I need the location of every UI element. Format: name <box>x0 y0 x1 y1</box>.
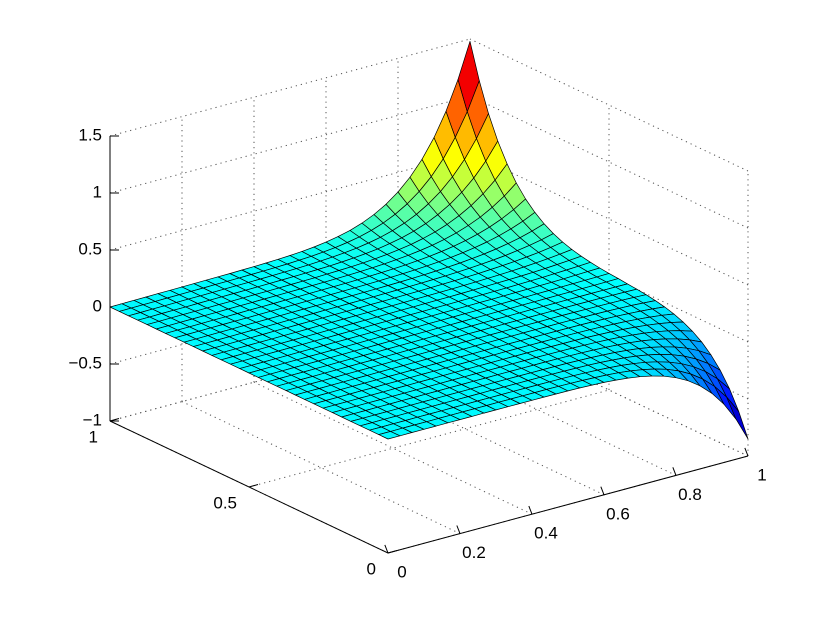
x-tick-label: 1 <box>757 465 766 484</box>
x-tick-label: 0.4 <box>534 524 558 543</box>
z-tick-label: −0.5 <box>68 353 102 372</box>
grid-line-backwall-z <box>109 38 471 137</box>
y-tick-label: 1 <box>89 427 98 446</box>
surface-layer <box>109 40 749 440</box>
axes-layer <box>109 135 749 554</box>
x-tick-label: 0.6 <box>606 504 630 523</box>
y-tick-mark <box>248 483 259 488</box>
x-axis-line <box>387 455 749 554</box>
surface-cell <box>726 396 749 440</box>
x-tick-mark <box>528 505 533 515</box>
y-tick-label: 0 <box>367 559 376 578</box>
z-tick-label: 1.5 <box>78 125 102 144</box>
z-tick-label: 0 <box>93 296 102 315</box>
y-tick-label: 0.5 <box>213 493 237 512</box>
z-tick-label: −1 <box>83 410 102 429</box>
grid-line-sidewall-z <box>469 38 749 172</box>
x-tick-label: 0.2 <box>462 543 486 562</box>
x-tick-label: 0.8 <box>678 485 702 504</box>
x-tick-mark <box>456 525 461 534</box>
x-tick-label: 0 <box>397 562 406 581</box>
x-tick-mark <box>384 544 389 554</box>
z-tick-label: 1 <box>93 182 102 201</box>
x-tick-mark <box>672 467 677 476</box>
x-tick-mark <box>600 486 605 495</box>
y-tick-mark <box>387 549 398 554</box>
x-tick-mark <box>744 447 749 457</box>
z-tick-label: 0.5 <box>78 239 102 258</box>
